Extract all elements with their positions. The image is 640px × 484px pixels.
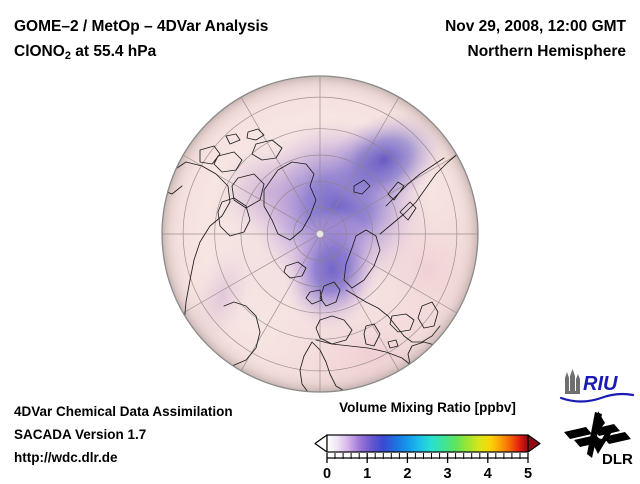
header-left-block: GOME–2 / MetOp – 4DVar Analysis ClONO2 a… (14, 14, 344, 69)
region-label: Northern Hemisphere (467, 43, 626, 60)
website-link[interactable]: http://wdc.dlr.de (14, 450, 118, 465)
coastline-africa-horn (409, 373, 431, 392)
meridian-30w (240, 96, 321, 235)
colorbar-tick-label: 3 (444, 466, 452, 482)
version-label: SACADA Version 1.7 (14, 427, 147, 442)
coastline-caspian (417, 301, 439, 329)
coastline-greenland (263, 161, 317, 241)
colorbar-tick-label: 0 (323, 466, 331, 482)
riu-logo: RIU (557, 368, 637, 404)
globe-limb (161, 75, 479, 393)
colorbar-tick-label: 1 (363, 466, 371, 482)
globe-map (160, 74, 480, 394)
colorbar-high-arrow (527, 434, 541, 453)
colorbar: Volume Mixing Ratio [ppbv] (305, 399, 550, 484)
footer-info-block: 4DVar Chemical Data Assimilation SACADA … (14, 400, 314, 469)
meridian-120w (182, 233, 321, 314)
assimilation-label: 4DVar Chemical Data Assimilation (14, 404, 233, 419)
coastline-arctic-islet-1 (246, 128, 265, 141)
coastline-svalbard (353, 179, 371, 195)
coastline-island-cyprus (387, 339, 399, 349)
coastline-ellesmere (251, 139, 283, 161)
coastlines (162, 128, 478, 392)
coastline-hudson-bay (217, 197, 251, 237)
coastline-island-cuba (211, 367, 233, 379)
meridian-120e (319, 233, 458, 314)
colorbar-gradient (326, 434, 529, 453)
meridian-150w (240, 233, 321, 372)
page-title: GOME–2 / MetOp – 4DVar Analysis (14, 18, 269, 35)
dlr-wordmark: DLR (602, 451, 633, 468)
header-right-block: Nov 29, 2008, 12:00 GMT Northern Hemisph… (326, 14, 626, 64)
coastline-baffin (231, 173, 265, 209)
coastline-novaya-zemlya (387, 181, 405, 201)
coastline-ireland (305, 289, 323, 305)
coastline-north-america (173, 161, 261, 367)
riu-wordmark: RIU (583, 373, 618, 395)
coastline-kara-bay (399, 201, 417, 221)
colorbar-tick-label: 2 (403, 466, 411, 482)
north-pole-marker (316, 230, 324, 238)
colorbar-tick-label: 5 (524, 466, 532, 482)
riu-swoosh-icon (559, 392, 635, 403)
colorbar-low-arrow (314, 434, 328, 453)
coastline-arctic-islet-2 (225, 133, 241, 145)
coastline-black-sea (389, 313, 415, 333)
dlr-logo: DLR (562, 410, 638, 468)
coastline-africa (299, 341, 347, 392)
species-pressure-label: ClONO2 at 55.4 hPa (14, 39, 344, 69)
colorbar-tick-label: 4 (484, 466, 492, 482)
coastline-siberia (379, 145, 473, 235)
coastline-siberia-inner (385, 157, 445, 207)
coastline-africa-north (315, 339, 413, 367)
coastline-iceland (283, 261, 307, 279)
coastline-british-isles (319, 281, 341, 307)
coastline-india (455, 347, 477, 375)
dlr-mark-icon (564, 411, 631, 458)
timestamp: Nov 29, 2008, 12:00 GMT (445, 18, 626, 35)
coastline-europe (345, 289, 441, 343)
colorbar-title: Volume Mixing Ratio [ppbv] (339, 400, 516, 415)
colorbar-major-ticks (326, 453, 529, 463)
pressure-level: at 55.4 hPa (70, 43, 157, 60)
colorbar-minor-ticks (334, 453, 521, 459)
species-subscript: 2 (64, 50, 71, 62)
coastline-victoria (213, 151, 243, 173)
coastline-italy (363, 323, 381, 347)
coastline-banks (199, 145, 221, 165)
meridian-30e (319, 96, 400, 235)
coastline-island-sri-lanka (469, 371, 478, 382)
graticule (162, 76, 478, 392)
riu-spires-icon (565, 369, 580, 394)
coastline-iberia-med (315, 315, 353, 345)
meridian-150e (319, 233, 400, 372)
species-name: ClONO (14, 43, 65, 60)
colorbar-tick-labels: 0 1 2 3 4 5 (323, 466, 532, 482)
coastline-scandinavia (343, 229, 381, 289)
